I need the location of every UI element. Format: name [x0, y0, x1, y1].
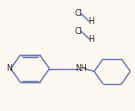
Text: H: H	[88, 17, 94, 26]
Text: N: N	[6, 64, 12, 73]
Text: Cl: Cl	[74, 27, 82, 36]
Text: H: H	[88, 35, 94, 44]
Text: NH: NH	[75, 64, 87, 73]
Text: Cl: Cl	[74, 9, 82, 18]
